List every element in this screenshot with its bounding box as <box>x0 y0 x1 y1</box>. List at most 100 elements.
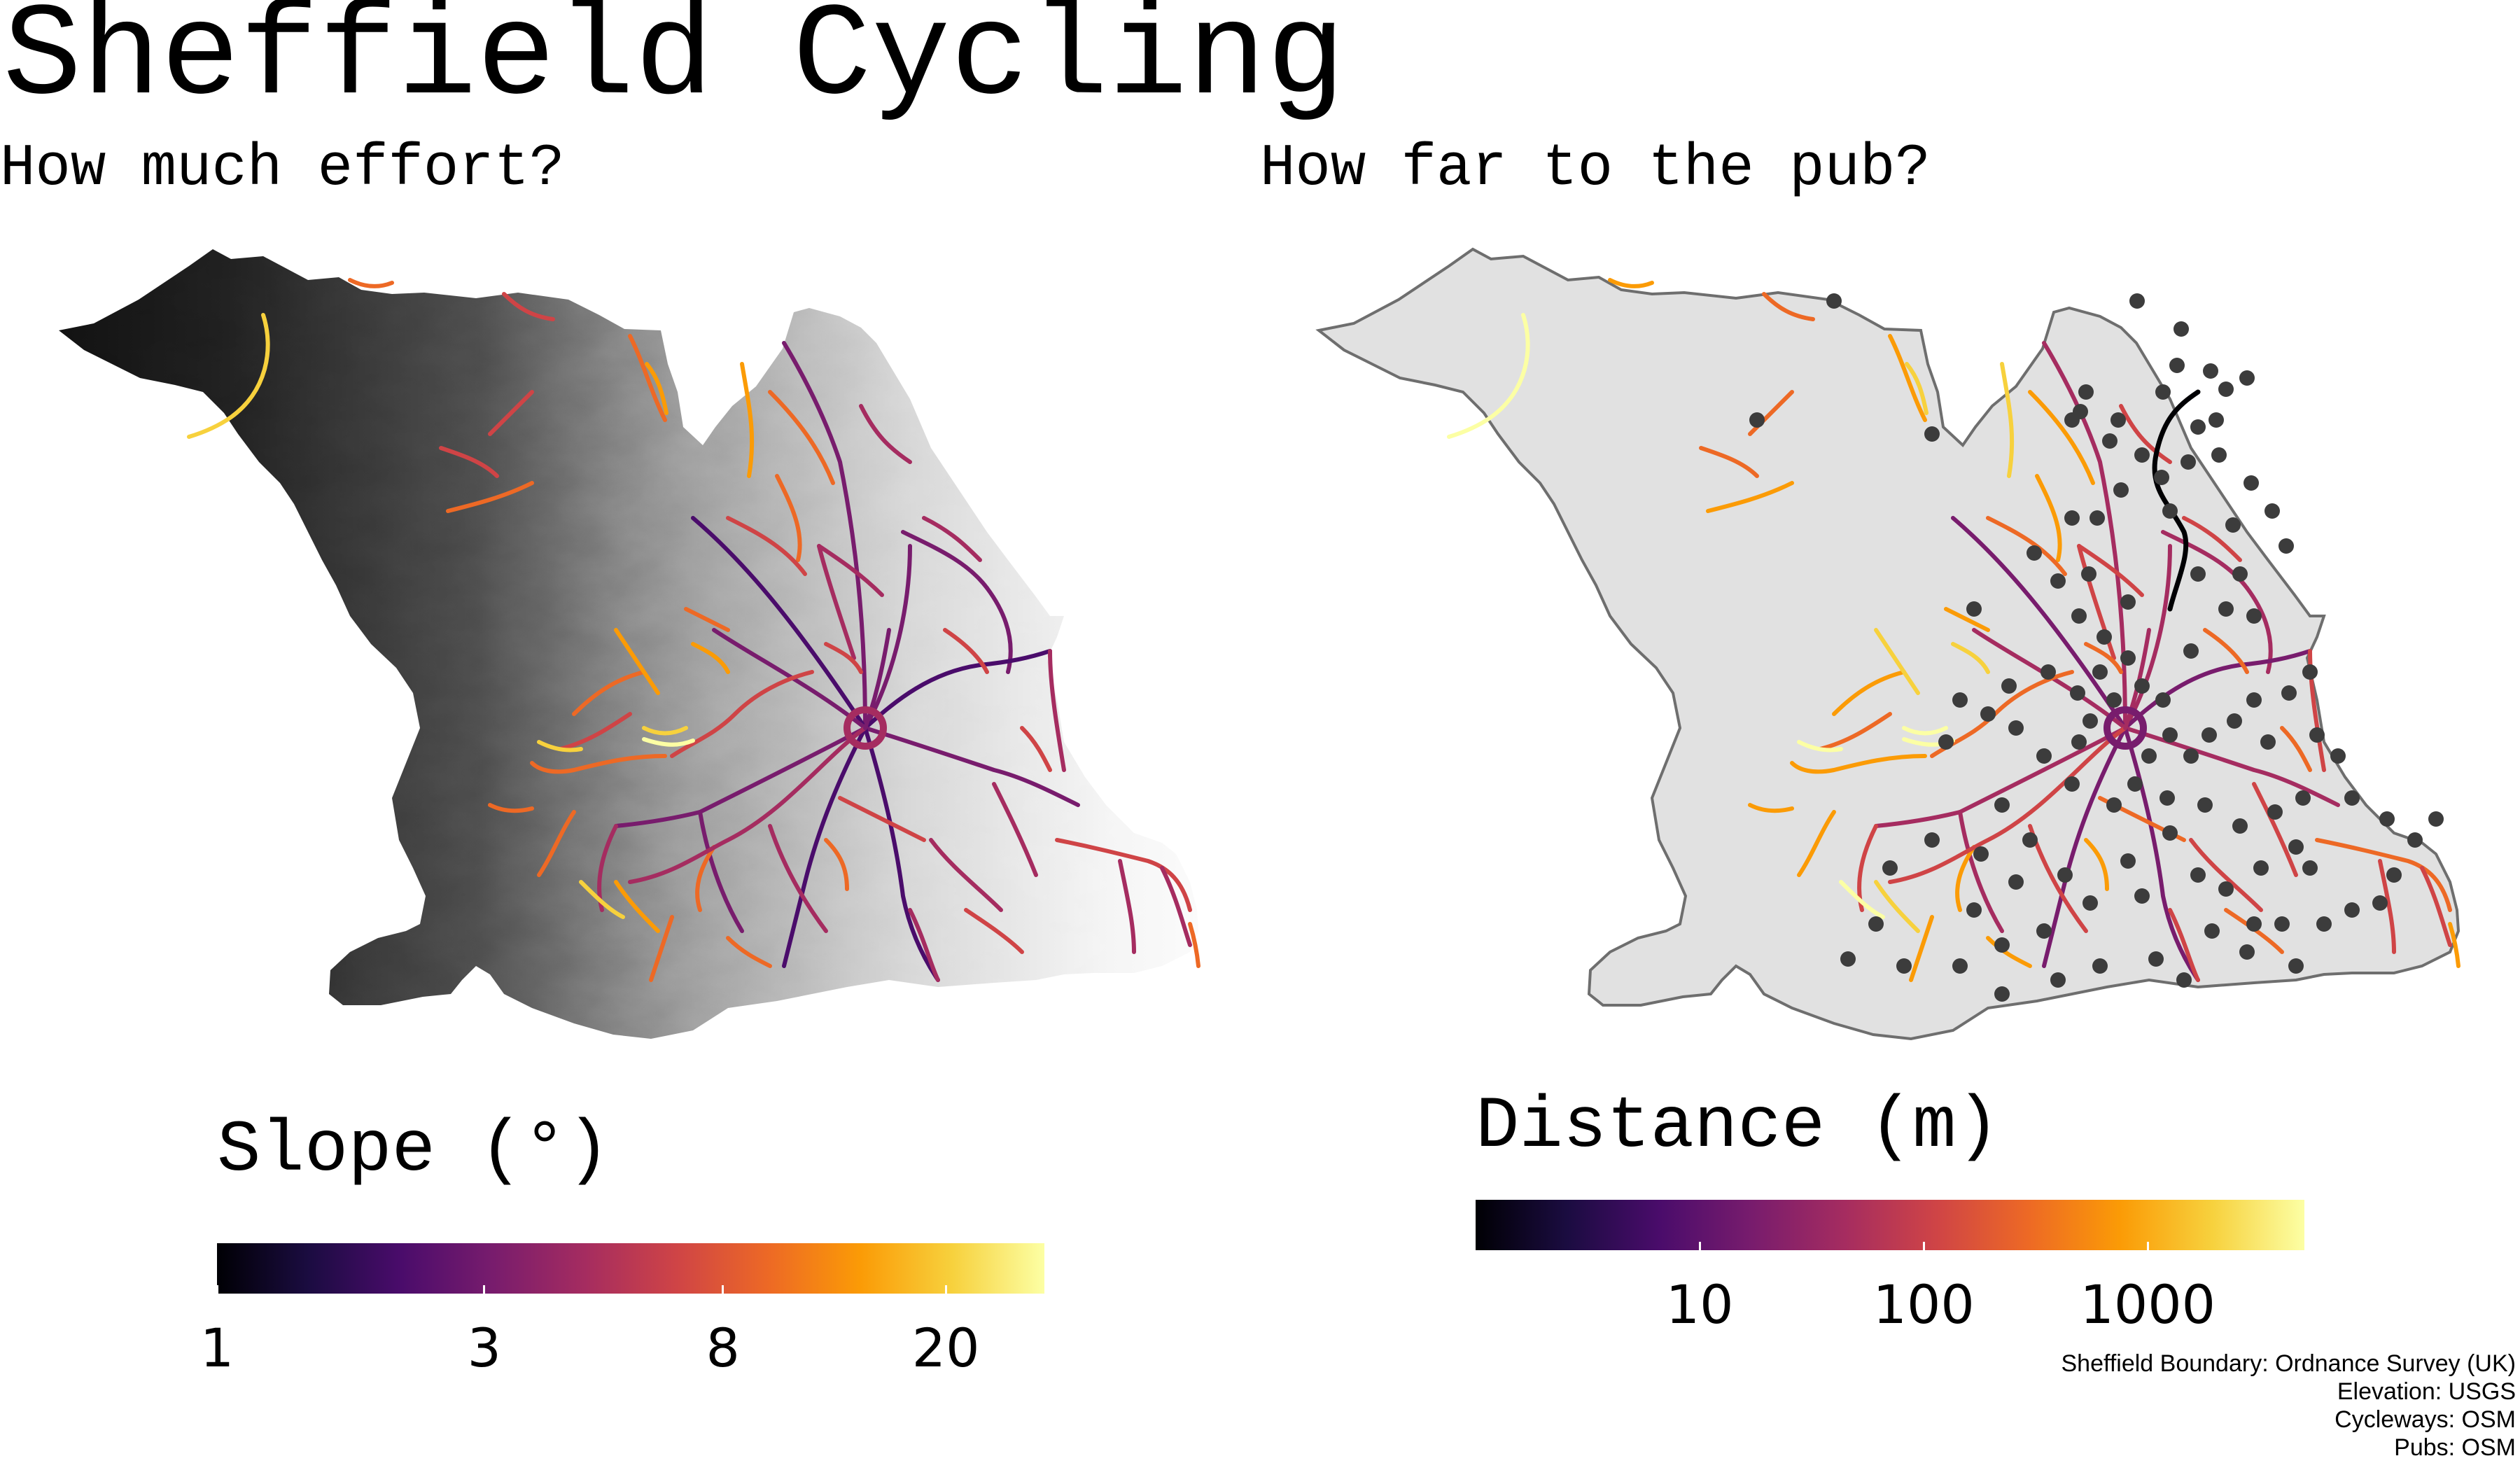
cycleway-segment <box>1958 810 2004 933</box>
pub-point <box>2211 447 2227 463</box>
pub-point <box>2110 412 2126 428</box>
cycleway-segment <box>439 446 499 478</box>
panel-left-subtitle: How much effort? <box>0 136 565 202</box>
pub-point <box>2134 888 2150 904</box>
pub-point <box>2160 790 2175 806</box>
pub-point <box>2040 664 2056 680</box>
cycleway-segment <box>1986 516 2067 576</box>
cycleway-segment <box>1986 936 2032 968</box>
pub-point <box>2386 867 2402 883</box>
pub-point <box>1868 916 1884 932</box>
pub-point <box>2244 475 2259 491</box>
pub-point <box>2232 818 2248 834</box>
cycleway-segment <box>2308 649 2326 772</box>
cycleway-segment <box>740 362 755 478</box>
cycleway-segment <box>775 474 802 562</box>
pub-point <box>1882 860 1898 876</box>
cycleway-segment <box>817 544 884 597</box>
cycleway-segment <box>1608 278 1654 288</box>
cycleway-segment <box>768 390 835 485</box>
pub-point <box>2008 874 2024 890</box>
cycleway-segment <box>1748 390 1794 436</box>
cycleway-segment <box>695 845 716 912</box>
pub-point <box>2428 811 2444 827</box>
pub-point <box>2302 664 2318 680</box>
cycleway-segment <box>2448 922 2460 968</box>
pub-point <box>1966 601 1982 617</box>
pub-point <box>2090 510 2105 526</box>
pub-point <box>2064 412 2080 428</box>
pub-point <box>2253 860 2269 876</box>
pub-point <box>2239 370 2255 386</box>
cycleway-segment <box>2084 838 2109 891</box>
cycleway-segment <box>642 737 695 747</box>
pub-point <box>2081 566 2096 582</box>
pub-point <box>2295 790 2311 806</box>
cycleway-segment <box>2042 341 2127 730</box>
cycleway-segment <box>2028 390 2095 485</box>
cycleway-segment <box>691 516 867 730</box>
pub-point <box>2050 972 2066 988</box>
pub-point <box>2120 650 2136 666</box>
pub-point <box>2309 727 2325 743</box>
cycleway-segment <box>2077 544 2144 597</box>
pub-point <box>2316 916 2332 932</box>
cycleway-segment <box>649 915 674 982</box>
cycleway-segment <box>1888 334 1927 422</box>
cycleway-segment <box>768 824 828 933</box>
credit-line: Elevation: USGS <box>2337 1378 2516 1405</box>
pub-point <box>2407 832 2423 848</box>
cycleway-segment <box>348 278 394 288</box>
pub-point <box>1924 426 1940 442</box>
pub-point <box>2372 895 2388 911</box>
pub-point <box>2078 384 2094 400</box>
pub-point <box>2154 470 2169 485</box>
cycleway-segment <box>1839 880 1885 919</box>
pub-point <box>2102 433 2118 449</box>
pub-point <box>2064 776 2080 792</box>
pub-point <box>2190 867 2206 883</box>
pub-point <box>2134 447 2150 463</box>
pub-point <box>1980 706 1996 722</box>
pub-point <box>2162 727 2178 743</box>
pub-point <box>2330 748 2346 764</box>
cycleway-segment <box>698 810 744 933</box>
cycleway-segment <box>943 628 989 674</box>
cycleway-segment <box>2123 726 2340 807</box>
pub-point <box>2071 608 2087 624</box>
cycleway-segment <box>1874 628 1920 695</box>
elevation-raster <box>59 249 1198 1039</box>
cycleway-segment <box>530 754 667 774</box>
pub-point <box>2246 608 2262 624</box>
cycleway-segment <box>2168 908 2200 982</box>
pub-point <box>1826 293 1842 309</box>
cycleway-segment <box>2119 404 2172 464</box>
pub-point <box>1938 734 1954 750</box>
slope-colorbar <box>217 1243 1044 1294</box>
cycleways-by-slope <box>187 278 1200 982</box>
pub-distance-map <box>1315 247 2460 1041</box>
cycleway-segment <box>579 880 625 919</box>
slope-map <box>59 249 1200 1039</box>
pub-point <box>2239 944 2255 960</box>
legend-tick-mark <box>1698 1242 1701 1250</box>
pub-point <box>2169 358 2185 373</box>
pub-point <box>2001 678 2017 694</box>
legend-tick-label: 20 <box>911 1317 980 1379</box>
credit-line: Sheffield Boundary: Ordnance Survey (UK) <box>2061 1350 2516 1377</box>
cycleway-segment <box>859 404 912 464</box>
pub-point <box>2281 685 2297 701</box>
legend-tick-label: 1000 <box>2080 1273 2216 1336</box>
pub-point <box>2267 804 2283 820</box>
cycleway-segment <box>1699 446 1759 478</box>
pub-point <box>1994 797 2010 813</box>
cycleway-segment <box>2315 838 2452 912</box>
cycleway-segment <box>726 936 772 968</box>
cycleway-segment <box>863 544 912 730</box>
cycleway-segment <box>572 670 646 716</box>
pub-point <box>2197 797 2213 813</box>
pub-point <box>2264 503 2280 519</box>
pub-point <box>1840 951 1856 967</box>
cycleway-segment <box>1020 726 1052 772</box>
cycleway-segment <box>1706 481 1794 513</box>
